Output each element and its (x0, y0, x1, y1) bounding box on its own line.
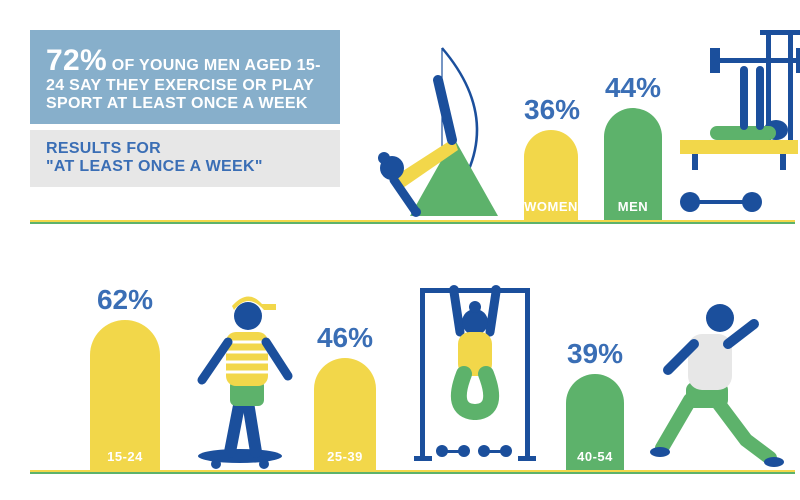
divider-bottom (30, 470, 795, 474)
stat-pill: 62%15-24 (90, 320, 160, 470)
stat-value: 39% (566, 338, 624, 370)
stat-label: WOMEN (524, 199, 578, 214)
stat-value: 44% (604, 72, 662, 104)
headline-text: 72% OF YOUNG MEN AGED 15-24 SAY THEY EXE… (46, 44, 324, 112)
stat-value: 46% (314, 322, 376, 354)
infographic: 72% OF YOUNG MEN AGED 15-24 SAY THEY EXE… (0, 0, 800, 500)
stat-label: 25-39 (314, 449, 376, 464)
stat-label: MEN (604, 199, 662, 214)
stat-value: 62% (90, 284, 160, 316)
stat-label: 15-24 (90, 449, 160, 464)
yoga-figure (360, 40, 520, 220)
stat-value: 36% (524, 94, 578, 126)
runner-figure (650, 280, 800, 470)
bench-press-figure (680, 30, 800, 220)
divider-top (30, 220, 795, 224)
stat-pill: 46%25-39 (314, 358, 376, 470)
stat-label: 40-54 (566, 449, 624, 464)
headline-box: 72% OF YOUNG MEN AGED 15-24 SAY THEY EXE… (30, 30, 340, 124)
skateboarder-figure (180, 270, 310, 470)
pullup-figure (400, 270, 550, 470)
stat-pill: 44%MEN (604, 108, 662, 220)
subhead-text: RESULTS FOR "AT LEAST ONCE A WEEK" (46, 140, 324, 177)
stat-pill: 36%WOMEN (524, 130, 578, 220)
subhead-box: RESULTS FOR "AT LEAST ONCE A WEEK" (30, 130, 340, 187)
headline-percent: 72% (46, 44, 107, 77)
stat-pill: 39%40-54 (566, 374, 624, 470)
